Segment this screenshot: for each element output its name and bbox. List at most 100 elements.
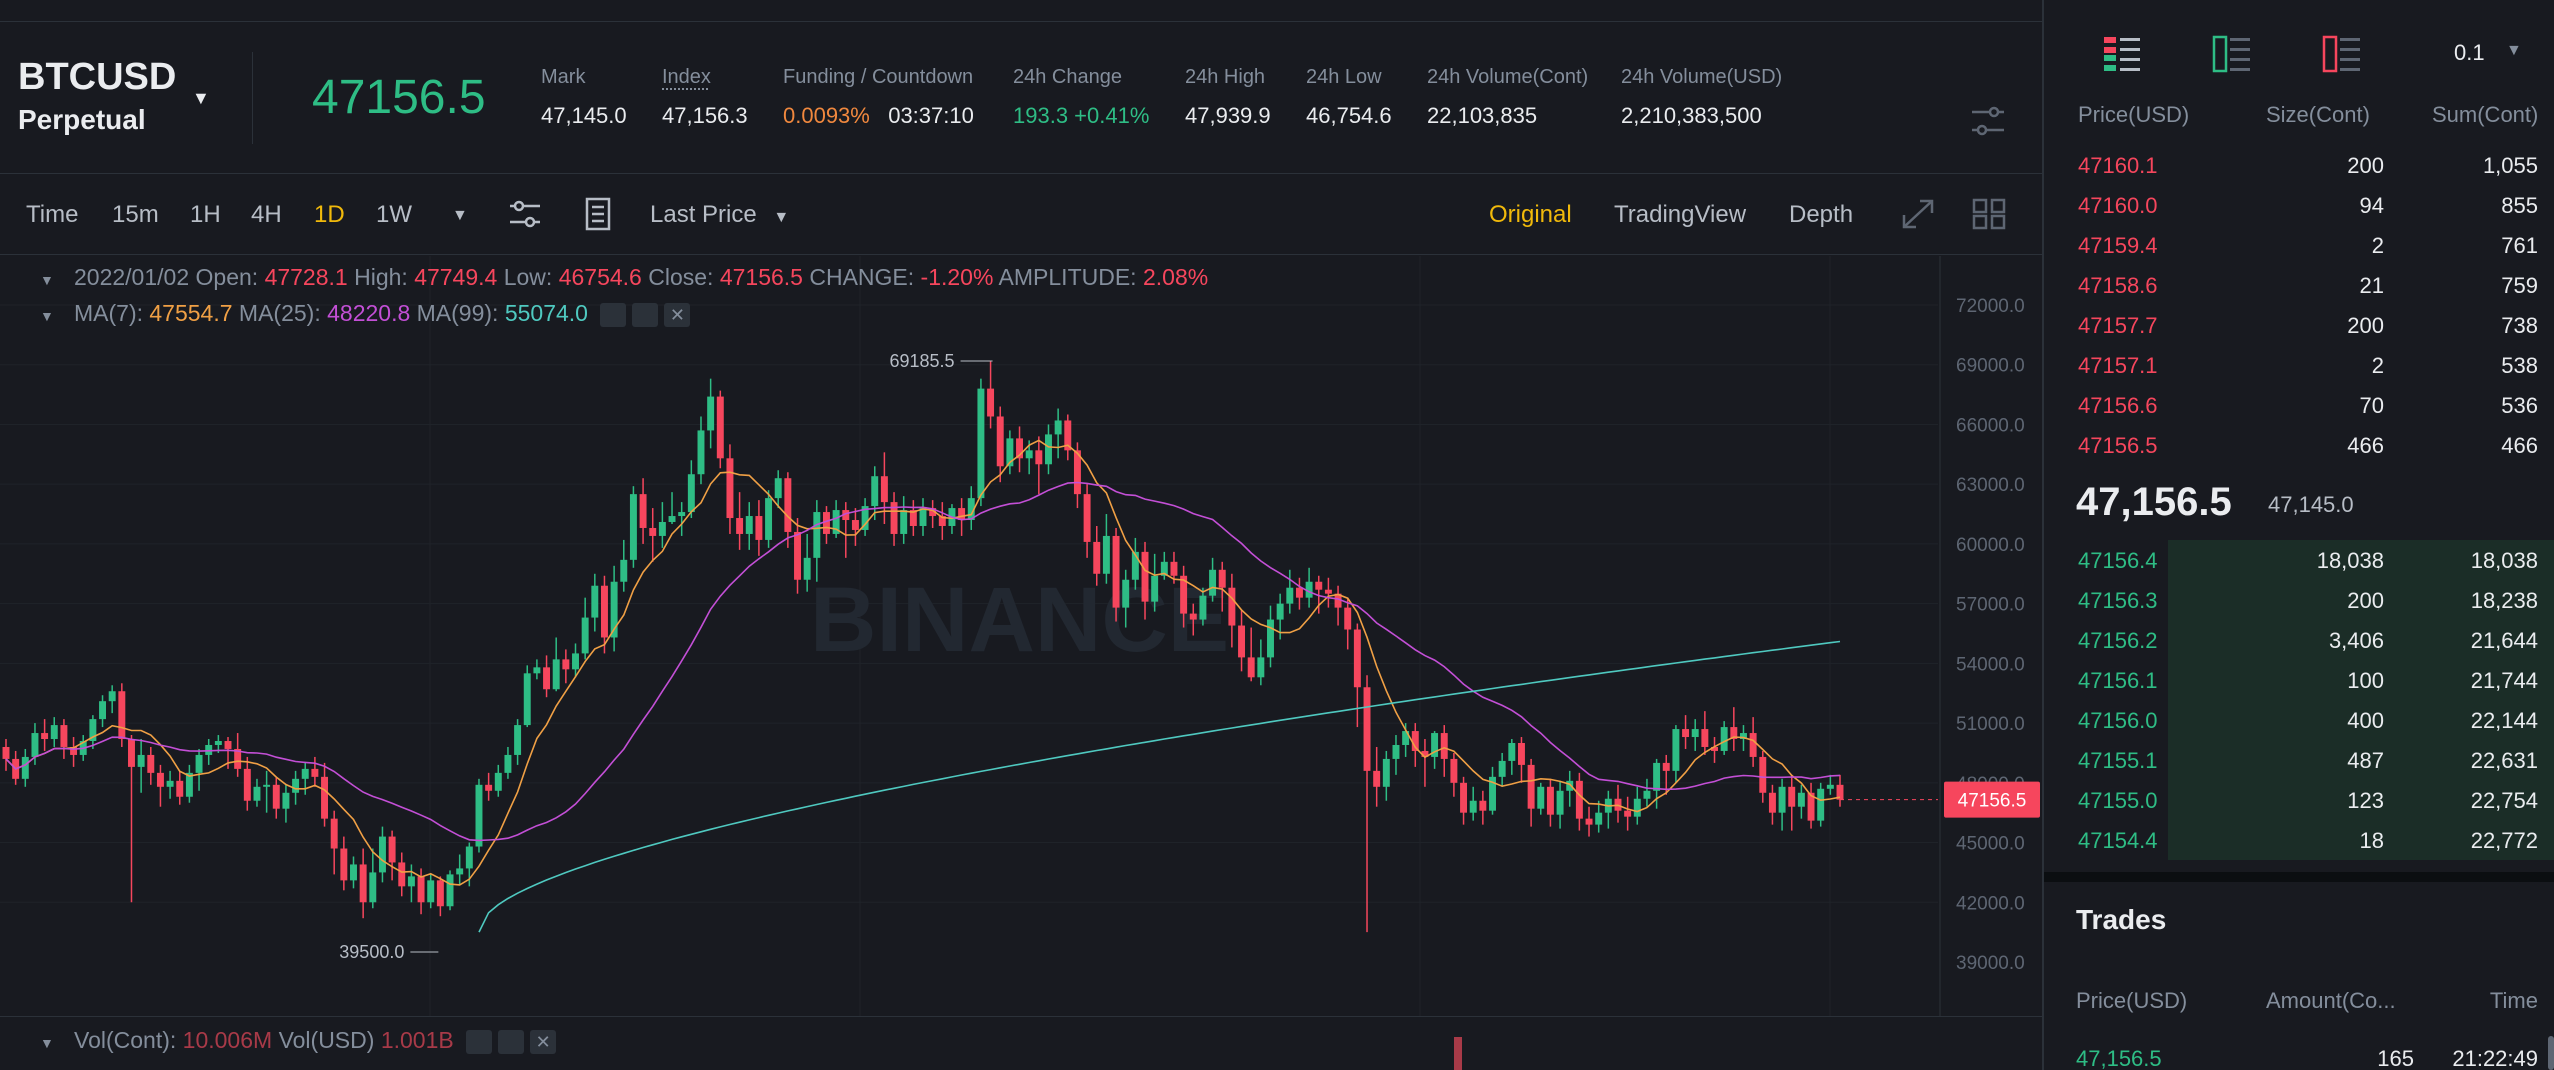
depth-bar xyxy=(2168,660,2554,700)
candle xyxy=(958,508,966,521)
interval-1d[interactable]: 1D xyxy=(314,201,345,228)
view-depth[interactable]: Depth xyxy=(1789,201,1854,228)
candle xyxy=(1537,786,1545,809)
candle xyxy=(1797,792,1805,807)
ohlc-legend: 2022/01/02 Open: 47728.1 High: 47749.4 L… xyxy=(74,264,1208,291)
bid-row[interactable]: 47156.0 400 22,144 xyxy=(2044,700,2554,740)
candle xyxy=(1276,603,1284,620)
candle xyxy=(465,846,473,869)
candle xyxy=(1556,790,1564,815)
candle xyxy=(1817,788,1825,821)
collapse-legend-icon[interactable]: ▼ xyxy=(40,272,54,288)
bid-row[interactable]: 47155.0 123 22,754 xyxy=(2044,780,2554,820)
candle xyxy=(1720,727,1728,751)
candle xyxy=(224,741,232,749)
stat-index[interactable]: Index 47,156.3 xyxy=(662,66,748,129)
ask-row[interactable]: 47160.1 200 1,055 xyxy=(2044,145,2554,185)
price-type-selector[interactable]: Last Price ▼ xyxy=(650,201,789,229)
collapse-volume-icon[interactable]: ▼ xyxy=(40,1035,54,1051)
ob-sum: 21,744 xyxy=(2470,668,2538,693)
interval-1w[interactable]: 1W xyxy=(376,201,412,228)
hide-volume-icon[interactable] xyxy=(466,1029,493,1054)
bid-row[interactable]: 47154.4 18 22,772 xyxy=(2044,820,2554,860)
precision-caret-icon[interactable]: ▼ xyxy=(2506,42,2522,59)
orderbook-bids-icon[interactable] xyxy=(2212,34,2252,74)
candle xyxy=(1247,657,1255,678)
hide-indicator-icon[interactable] xyxy=(600,302,627,327)
last-price-tag xyxy=(1944,781,2040,818)
stat-label[interactable]: Index xyxy=(662,66,711,88)
candle xyxy=(282,792,290,809)
price-chart[interactable]: BINANCE 72000.0 69000.0 66000.0 63000.0 60000… xyxy=(0,256,2042,1016)
candle xyxy=(166,780,174,787)
indicator-settings-icon[interactable] xyxy=(507,197,543,231)
symbol-dropdown-caret-icon[interactable]: ▼ xyxy=(192,88,210,108)
precision-selector[interactable]: 0.1 xyxy=(2454,40,2485,65)
ob-size: 21 xyxy=(2359,273,2384,298)
view-tradingview[interactable]: TradingView xyxy=(1614,201,1747,228)
bid-row[interactable]: 47156.1 100 21,744 xyxy=(2044,660,2554,700)
depth-bar xyxy=(2168,700,2554,740)
ask-row[interactable]: 47158.6 21 759 xyxy=(2044,265,2554,305)
contract-type: Perpetual xyxy=(18,104,146,135)
ask-row[interactable]: 47156.6 70 536 xyxy=(2044,385,2554,425)
interval-time[interactable]: Time xyxy=(26,201,79,228)
candle xyxy=(369,872,377,903)
candle xyxy=(1585,818,1593,825)
y-tick-label: 54000.0 xyxy=(1956,654,2025,675)
chart-notes-icon[interactable] xyxy=(580,197,616,231)
ticker-header: BTCUSD Perpetual ▼ 47156.5 Mark 47,145.0… xyxy=(0,22,2042,174)
fullscreen-icon[interactable] xyxy=(1900,197,1936,231)
bid-row[interactable]: 47156.2 3,406 21,644 xyxy=(2044,620,2554,660)
ob-sum: 761 xyxy=(2501,233,2538,258)
bid-row[interactable]: 47156.3 200 18,238 xyxy=(2044,580,2554,620)
legend-close: 47156.5 xyxy=(719,264,803,290)
bid-row[interactable]: 47155.1 487 22,631 xyxy=(2044,740,2554,780)
mid-price[interactable]: 47,156.5 xyxy=(2076,480,2232,524)
stat-label: Funding / Countdown xyxy=(783,66,974,88)
ask-row[interactable]: 47156.5 466 466 xyxy=(2044,425,2554,465)
symbol-name[interactable]: BTCUSD xyxy=(18,56,177,98)
ma99-label: MA(99): xyxy=(416,300,499,326)
more-intervals-caret-icon[interactable]: ▼ xyxy=(452,207,468,224)
price-type-caret-icon: ▼ xyxy=(773,209,790,226)
bid-row[interactable]: 47156.4 18,038 18,038 xyxy=(2044,540,2554,580)
candle xyxy=(1025,450,1033,459)
candle xyxy=(118,691,126,740)
grid-layout-icon[interactable] xyxy=(1971,197,2007,231)
ob-price: 47156.4 xyxy=(2078,548,2158,573)
candle xyxy=(1711,746,1718,751)
orderbook-asks-icon[interactable] xyxy=(2322,34,2362,74)
candle xyxy=(1759,756,1767,793)
candle xyxy=(1151,575,1159,602)
candle xyxy=(185,772,193,797)
remove-volume-icon[interactable]: ✕ xyxy=(530,1029,557,1054)
view-original[interactable]: Original xyxy=(1489,201,1572,228)
ask-row[interactable]: 47157.1 2 538 xyxy=(2044,345,2554,385)
candle xyxy=(272,784,280,809)
candle xyxy=(1257,657,1265,678)
ask-row[interactable]: 47159.4 2 761 xyxy=(2044,225,2554,265)
chart-area[interactable]: BINANCE 72000.0 69000.0 66000.0 63000.0 60000… xyxy=(0,256,2042,1016)
orderbook-both-icon[interactable] xyxy=(2102,34,2142,74)
candle xyxy=(1344,607,1352,630)
candle xyxy=(1199,595,1207,620)
ask-row[interactable]: 47160.0 94 855 xyxy=(2044,185,2554,225)
layout-settings-icon[interactable] xyxy=(1968,102,2008,140)
interval-4h[interactable]: 4H xyxy=(251,201,282,228)
remove-indicator-icon[interactable]: ✕ xyxy=(664,302,691,327)
scrollbar[interactable] xyxy=(2548,1036,2554,1070)
legend-high-label: High: xyxy=(354,264,408,290)
collapse-ma-icon[interactable]: ▼ xyxy=(40,308,54,324)
candle xyxy=(1739,733,1747,740)
candle xyxy=(1450,758,1458,783)
candle xyxy=(900,510,908,534)
interval-15m[interactable]: 15m xyxy=(112,201,159,228)
volume-panel: ▼ Vol(Cont): 10.006M Vol(USD) 1.001B ✕ xyxy=(0,1016,2042,1070)
volume-settings-icon[interactable] xyxy=(498,1029,525,1054)
interval-1h[interactable]: 1H xyxy=(190,201,221,228)
indicator-settings-icon[interactable] xyxy=(632,302,659,327)
ask-row[interactable]: 47157.7 200 738 xyxy=(2044,305,2554,345)
candle xyxy=(407,876,415,887)
